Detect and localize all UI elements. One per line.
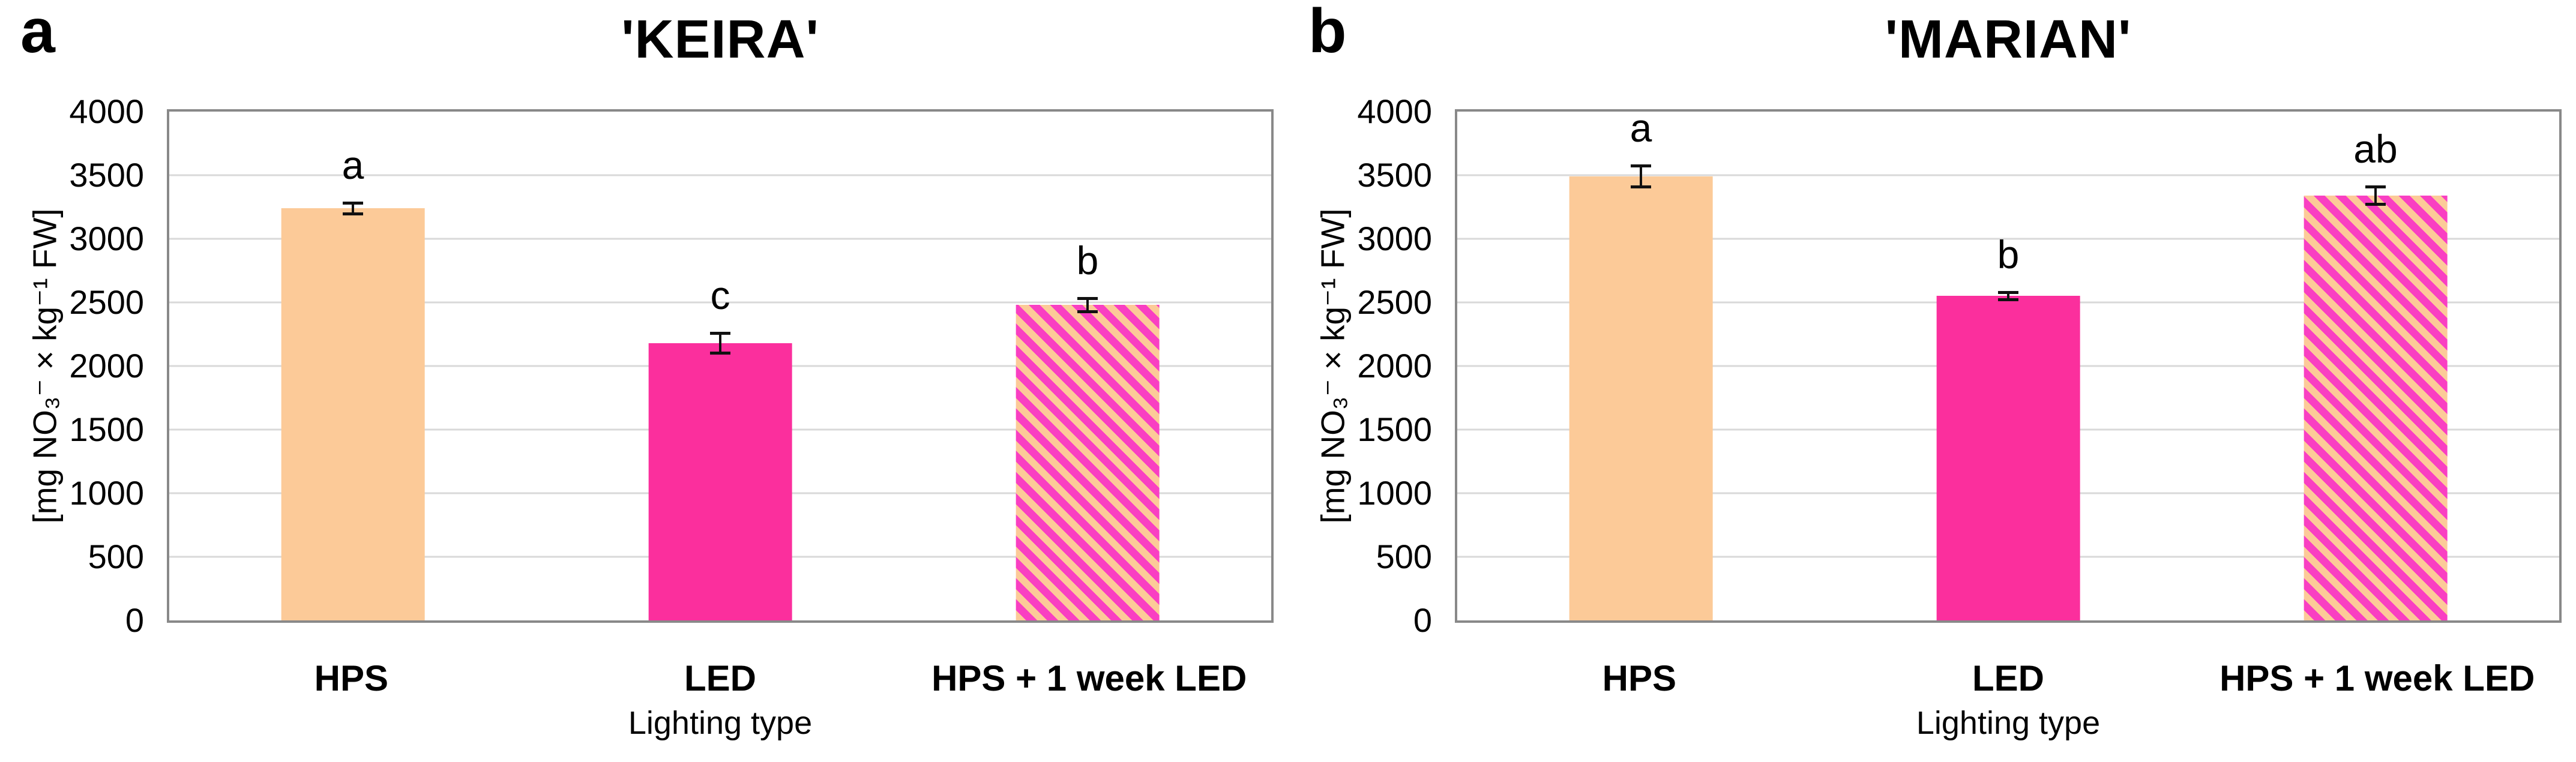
plot-area: a c b — [167, 109, 1274, 623]
x-tick-label: HPS — [314, 658, 389, 698]
bar-hps-1-week-led — [2304, 195, 2448, 620]
y-tick-label: 1000 — [69, 474, 144, 512]
error-bar — [2374, 187, 2377, 205]
category-slot-hps: a — [169, 112, 537, 620]
panel-a-letter: a — [20, 0, 55, 66]
x-axis-title: Lighting type — [1916, 705, 2101, 741]
x-tick-label: HPS + 1 week LED — [931, 658, 1247, 698]
significance-letter: ab — [2353, 127, 2398, 172]
significance-letter: a — [342, 142, 364, 187]
panel-b-letter: b — [1308, 0, 1347, 66]
y-tick-label: 0 — [1413, 601, 1432, 639]
significance-letter: b — [1076, 238, 1099, 283]
chart-title-keira: 'KEIRA' — [621, 10, 819, 70]
y-tick-label: 1500 — [1357, 410, 1432, 448]
y-axis-tick-labels: 0 500 1000 1500 2000 2500 3000 3500 4000 — [1336, 95, 1432, 637]
error-bar — [1640, 166, 1642, 188]
panel-b: b 'MARIAN' [mg NO₃⁻ × kg⁻¹ FW] 0 500 1000 1… — [1288, 0, 2576, 762]
gridline — [169, 174, 1271, 176]
chart-title-marian: 'MARIAN' — [1885, 10, 2132, 70]
y-tick-label: 3500 — [69, 156, 144, 194]
category-slot-hps-1-week-led: b — [904, 112, 1271, 620]
category-slot-led: b — [1825, 112, 2192, 620]
y-tick-label: 500 — [88, 538, 144, 575]
error-bar — [719, 332, 721, 353]
y-tick-label: 1000 — [1357, 474, 1432, 512]
x-tick-label: LED — [1972, 658, 2044, 698]
bar-led — [1936, 296, 2080, 620]
bar-hps — [281, 208, 425, 620]
y-tick-label: 4000 — [1357, 92, 1432, 130]
error-bar — [1086, 298, 1089, 312]
category-slot-hps: a — [1457, 108, 1825, 620]
gridline — [169, 301, 1271, 304]
y-tick-label: 4000 — [69, 92, 144, 130]
x-tick-label: LED — [684, 658, 756, 698]
x-axis-tick-labels: HPS LED HPS + 1 week LED — [1455, 658, 2562, 700]
y-tick-label: 1500 — [69, 410, 144, 448]
y-tick-label: 2000 — [69, 347, 144, 385]
error-bar — [2007, 292, 2009, 300]
error-bar — [352, 202, 354, 214]
bar-hps-1-week-led — [1016, 305, 1160, 620]
y-tick-label: 2000 — [1357, 347, 1432, 385]
y-tick-label: 2500 — [1357, 283, 1432, 321]
x-axis-tick-labels: HPS LED HPS + 1 week LED — [167, 658, 1274, 700]
y-tick-label: 3000 — [69, 220, 144, 257]
y-tick-label: 3000 — [1357, 220, 1432, 257]
panel-a: a 'KEIRA' [mg NO₃⁻ × kg⁻¹ FW] 0 500 1000 15… — [0, 0, 1288, 762]
bar-hps — [1569, 176, 1713, 620]
gridline — [1457, 238, 2559, 240]
y-axis-tick-labels: 0 500 1000 1500 2000 2500 3000 3500 4000 — [48, 95, 144, 637]
y-tick-label: 500 — [1376, 538, 1432, 575]
y-tick-label: 3500 — [1357, 156, 1432, 194]
y-tick-label: 0 — [125, 601, 144, 639]
y-tick-label: 2500 — [69, 283, 144, 321]
gridline — [169, 238, 1271, 240]
significance-letter: c — [710, 272, 730, 317]
bar-led — [648, 343, 792, 620]
x-axis-title: Lighting type — [628, 705, 813, 741]
gridline — [1457, 174, 2559, 176]
plot-area: a b ab — [1455, 108, 2562, 623]
significance-letter: b — [1997, 232, 2020, 277]
category-slot-hps-1-week-led: ab — [2192, 112, 2559, 620]
x-tick-label: HPS + 1 week LED — [2219, 658, 2535, 698]
x-tick-label: HPS — [1602, 658, 1677, 698]
category-slot-led: c — [537, 112, 904, 620]
significance-letter: a — [1630, 106, 1652, 151]
